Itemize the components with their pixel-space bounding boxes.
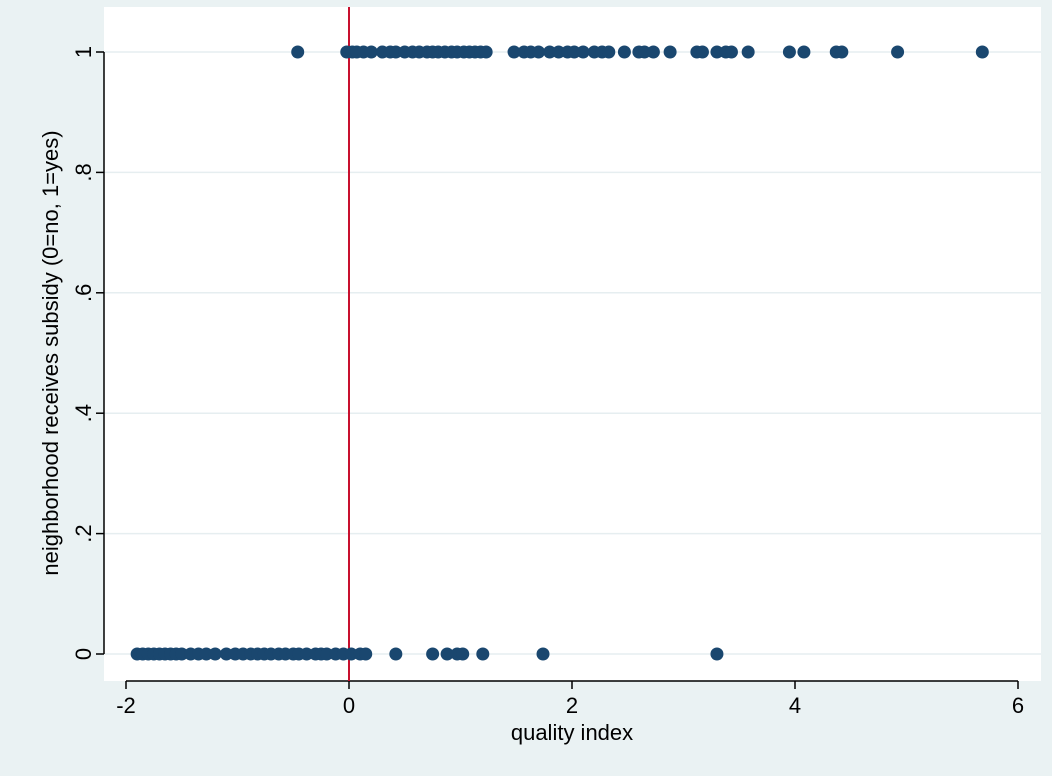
data-point xyxy=(552,45,566,59)
x-tick-labels: -2 0 2 4 6 xyxy=(116,693,1024,718)
y-tick-labels: 0 .2 .4 .6 .8 1 xyxy=(71,46,96,660)
y-tick-label: 0 xyxy=(71,648,96,660)
data-point xyxy=(208,647,222,661)
x-tick-label: 4 xyxy=(789,693,801,718)
data-point xyxy=(389,647,403,661)
x-tick-label: -2 xyxy=(116,693,136,718)
data-point xyxy=(543,45,557,59)
x-tick-label: 2 xyxy=(566,693,578,718)
data-point xyxy=(364,45,378,59)
y-tick-label: .6 xyxy=(71,284,96,302)
data-point xyxy=(291,45,305,59)
y-tick-label: .4 xyxy=(71,404,96,422)
data-point xyxy=(175,647,189,661)
data-point xyxy=(835,45,849,59)
data-points xyxy=(130,45,989,661)
data-point xyxy=(637,45,651,59)
data-point xyxy=(646,45,660,59)
data-point xyxy=(695,45,709,59)
data-point xyxy=(344,647,358,661)
data-point xyxy=(975,45,989,59)
data-point xyxy=(797,45,811,59)
data-point xyxy=(479,45,493,59)
data-point xyxy=(219,647,233,661)
data-point xyxy=(507,45,521,59)
data-point xyxy=(476,647,490,661)
y-tick-label: .8 xyxy=(71,163,96,181)
data-point xyxy=(710,647,724,661)
data-point xyxy=(891,45,905,59)
data-point xyxy=(663,45,677,59)
data-point xyxy=(359,647,373,661)
plot-region xyxy=(104,7,1041,681)
data-point xyxy=(199,647,213,661)
x-tick-label: 6 xyxy=(1012,693,1024,718)
data-point xyxy=(617,45,631,59)
data-point xyxy=(536,647,550,661)
data-point xyxy=(320,647,334,661)
data-point xyxy=(456,647,470,661)
x-axis-label: quality index xyxy=(511,720,633,745)
data-point xyxy=(389,45,403,59)
y-axis-label: neighborhood receives subsidy (0=no, 1=y… xyxy=(38,130,63,575)
data-point xyxy=(426,647,440,661)
data-point xyxy=(710,45,724,59)
data-point xyxy=(602,45,616,59)
data-point xyxy=(724,45,738,59)
data-point xyxy=(532,45,546,59)
y-tick-label: 1 xyxy=(71,46,96,58)
data-point xyxy=(576,45,590,59)
data-point xyxy=(782,45,796,59)
axes xyxy=(96,51,1019,689)
data-point xyxy=(567,45,581,59)
y-tick-label: .2 xyxy=(71,524,96,542)
data-point xyxy=(741,45,755,59)
data-point xyxy=(300,647,314,661)
x-tick-label: 0 xyxy=(343,693,355,718)
data-point xyxy=(440,647,454,661)
